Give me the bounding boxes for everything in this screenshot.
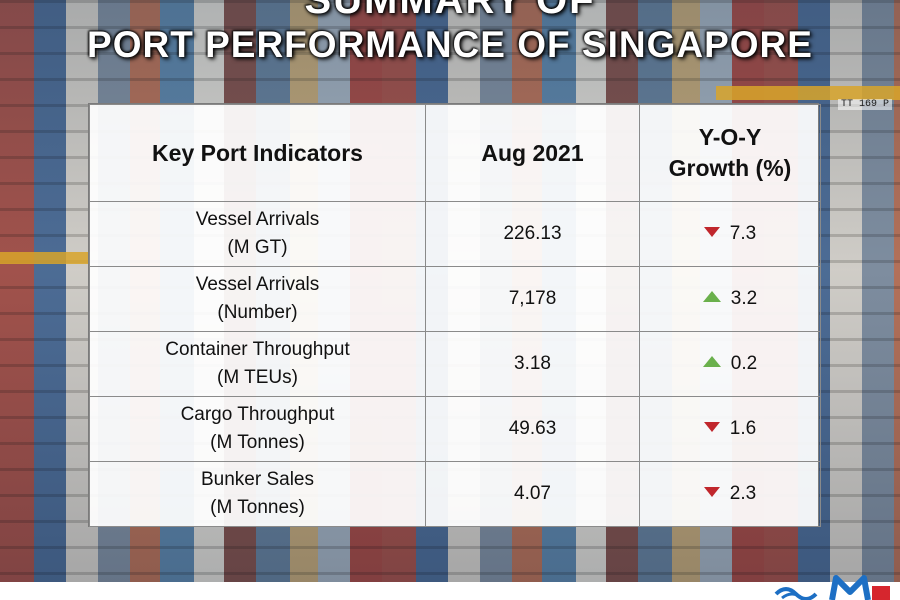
indicator-unit: (M Tonnes) (210, 432, 305, 453)
header-growth-line-2: Growth (%) (668, 155, 792, 181)
header-growth-line-1: Y-O-Y (698, 124, 762, 150)
header-growth: Y-O-Y Growth (%) (639, 104, 821, 202)
header-value: Aug 2021 (425, 104, 640, 202)
header-indicator: Key Port Indicators (89, 104, 426, 202)
growth-value: 3.2 (730, 288, 758, 309)
indicator-name: Cargo Throughput (180, 404, 335, 425)
growth-cell: 3.2 (639, 266, 821, 332)
table-row: Cargo Throughput (M Tonnes) 49.63 1.6 (89, 396, 821, 462)
value-cell: 3.18 (425, 331, 640, 397)
growth-value: 7.3 (729, 223, 757, 244)
indicator-unit: (M GT) (227, 237, 288, 258)
indicator-name: Vessel Arrivals (195, 274, 320, 295)
triangle-down-icon (703, 421, 720, 432)
triangle-down-icon (703, 226, 720, 237)
indicator-unit: (M Tonnes) (210, 497, 305, 518)
table-row: Vessel Arrivals (M GT) 226.13 7.3 (89, 201, 821, 267)
growth-cell: 7.3 (639, 201, 821, 267)
bottom-strip (0, 582, 900, 600)
indicator-cell: Container Throughput (M TEUs) (89, 331, 426, 397)
indicators-table-panel: Key Port Indicators Aug 2021 Y-O-Y Growt… (88, 103, 821, 527)
indicators-table: Key Port Indicators Aug 2021 Y-O-Y Growt… (89, 104, 821, 527)
growth-cell: 2.3 (639, 461, 821, 527)
triangle-down-icon (703, 486, 720, 497)
indicator-name: Vessel Arrivals (195, 209, 320, 230)
indicator-cell: Vessel Arrivals (Number) (89, 266, 426, 332)
page-title: PORT PERFORMANCE OF SINGAPORE (87, 24, 813, 65)
growth-value: 2.3 (729, 483, 757, 504)
crane-beam (716, 86, 900, 100)
indicator-unit: (Number) (217, 302, 298, 323)
table-row: Vessel Arrivals (Number) 7,178 3.2 (89, 266, 821, 332)
indicator-name: Container Throughput (165, 339, 350, 360)
value-cell: 226.13 (425, 201, 640, 267)
growth-cell: 1.6 (639, 396, 821, 462)
crane-beam-left (0, 252, 90, 264)
value-cell: 7,178 (425, 266, 640, 332)
value-cell: 49.63 (425, 396, 640, 462)
indicator-cell: Vessel Arrivals (M GT) (89, 201, 426, 267)
indicator-name: Bunker Sales (200, 469, 314, 490)
triangle-up-icon (702, 356, 721, 368)
table-row: Bunker Sales (M Tonnes) 4.07 2.3 (89, 461, 821, 527)
indicator-cell: Bunker Sales (M Tonnes) (89, 461, 426, 527)
growth-value: 0.2 (730, 353, 758, 374)
mpa-logo-icon (774, 575, 890, 600)
growth-value: 1.6 (729, 418, 757, 439)
triangle-up-icon (702, 291, 721, 303)
title-line-1: SUMMARY OF (304, 0, 596, 22)
table-header-row: Key Port Indicators Aug 2021 Y-O-Y Growt… (89, 104, 821, 202)
table-row: Container Throughput (M TEUs) 3.18 0.2 (89, 331, 821, 397)
indicator-cell: Cargo Throughput (M Tonnes) (89, 396, 426, 462)
value-cell: 4.07 (425, 461, 640, 527)
indicator-unit: (M TEUs) (217, 367, 298, 388)
crane-label: TT 169 P (838, 99, 893, 110)
growth-cell: 0.2 (639, 331, 821, 397)
